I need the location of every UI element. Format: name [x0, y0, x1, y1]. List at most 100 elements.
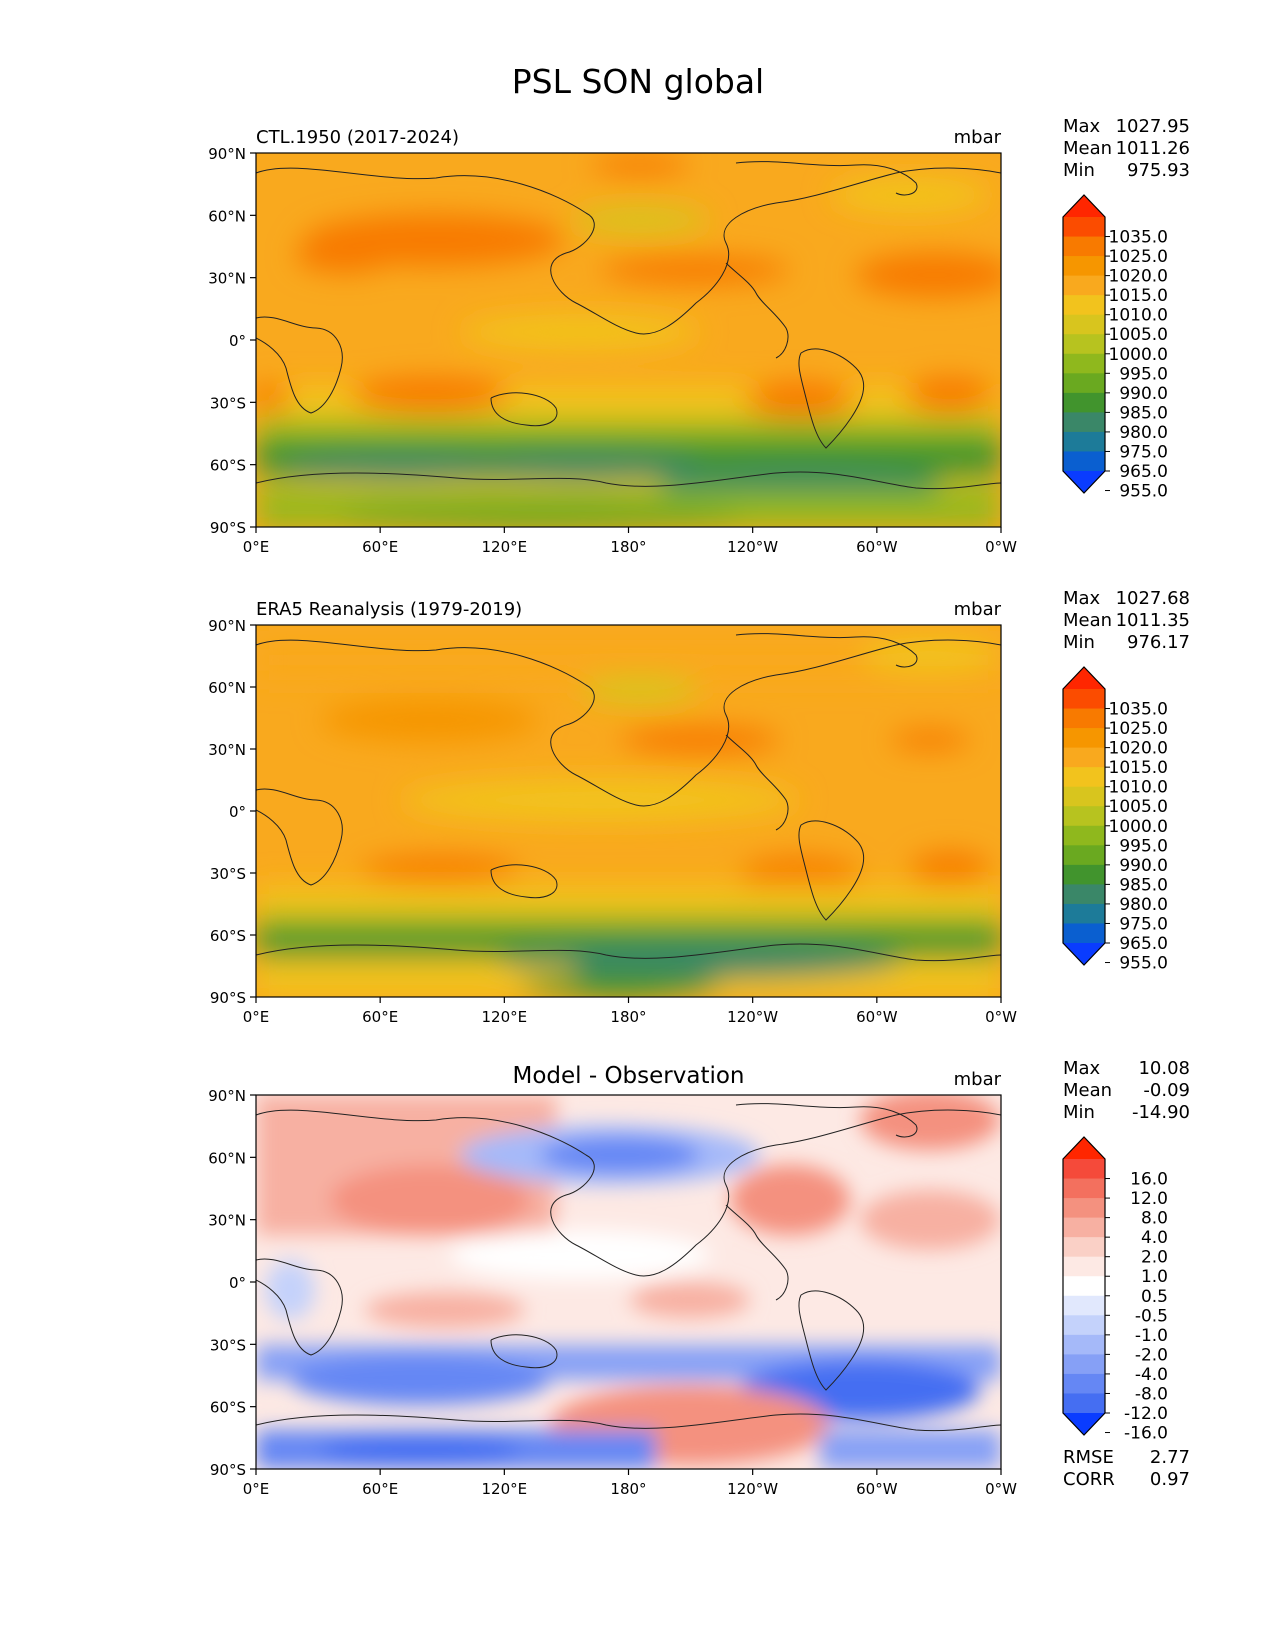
y-tick-label: 90°N: [208, 617, 246, 635]
colorbar-label: 4.0: [1141, 1228, 1168, 1248]
x-tick-label: 60°E: [362, 1008, 398, 1026]
stat-label: Mean: [1063, 138, 1112, 159]
x-tick-label: 60°W: [856, 1480, 898, 1498]
y-tick-label: 30°S: [210, 1336, 246, 1354]
stat-label: Max: [1063, 1058, 1101, 1079]
colorbar-segment: [1063, 1159, 1105, 1180]
colorbar-label: 980.0: [1119, 895, 1168, 915]
extra-stat-label: CORR: [1063, 1469, 1115, 1490]
colorbar-label: -1.0: [1135, 1326, 1168, 1346]
colorbar-label: 1.0: [1141, 1267, 1168, 1287]
colorbar-segment: [1063, 903, 1105, 924]
colorbar-segment: [1063, 1373, 1105, 1394]
colorbar-segment: [1063, 334, 1105, 355]
y-tick-label: 90°S: [210, 519, 246, 537]
y-tick-label: 30°N: [208, 1212, 246, 1230]
colorbar-segment: [1063, 353, 1105, 374]
panel-units: mbar: [954, 1069, 1002, 1090]
x-tick-label: 0°E: [243, 1480, 270, 1498]
y-tick-label: 60°S: [210, 457, 246, 475]
colorbar-segment: [1063, 923, 1105, 944]
colorbar-label: 1005.0: [1109, 797, 1168, 817]
colorbar-label: 995.0: [1119, 364, 1168, 384]
colorbar-label: 975.0: [1119, 442, 1168, 462]
colorbar-label: 1025.0: [1109, 719, 1168, 739]
colorbar-segment: [1063, 412, 1105, 433]
stat-value: 1027.95: [1116, 116, 1190, 137]
extra-stat-value: 0.97: [1150, 1469, 1190, 1490]
colorbar-segment: [1063, 314, 1105, 335]
colorbar-segment: [1063, 431, 1105, 452]
stat-value: 975.93: [1127, 160, 1190, 181]
y-tick-label: 60°S: [210, 927, 246, 945]
colorbar-segment: [1063, 1237, 1105, 1258]
colorbar-arrow-top: [1063, 667, 1105, 689]
colorbar-label: 1025.0: [1109, 247, 1168, 267]
x-tick-label: 0°W: [985, 1008, 1017, 1026]
colorbar-label: 1000.0: [1109, 817, 1168, 837]
colorbar-label: 1010.0: [1109, 306, 1168, 326]
colorbar-segment: [1063, 1315, 1105, 1336]
colorbar-label: -16.0: [1124, 1424, 1168, 1444]
x-tick-label: 120°E: [482, 1480, 528, 1498]
stat-value: -14.90: [1132, 1102, 1190, 1123]
map-panel-ctl: [255, 152, 1002, 528]
y-tick-label: 30°S: [210, 865, 246, 883]
colorbar-label: 985.0: [1119, 875, 1168, 895]
colorbar-label: 2.0: [1141, 1248, 1168, 1268]
y-tick-label: 60°N: [208, 207, 246, 225]
colorbar-segment: [1063, 236, 1105, 257]
x-tick-label: 0°E: [243, 538, 270, 556]
y-tick-label: 30°S: [210, 394, 246, 412]
x-tick-label: 0°W: [985, 538, 1017, 556]
colorbar-label: 1000.0: [1109, 345, 1168, 365]
stat-label: Min: [1063, 1102, 1095, 1123]
colorbar-segment: [1063, 1256, 1105, 1277]
x-tick-label: 120°E: [482, 538, 528, 556]
colorbar-label: 990.0: [1119, 856, 1168, 876]
stat-label: Mean: [1063, 1080, 1112, 1101]
stat-value: 1027.68: [1116, 588, 1190, 609]
colorbar-segment: [1063, 884, 1105, 905]
stat-label: Min: [1063, 160, 1095, 181]
colorbar-segment: [1063, 1276, 1105, 1297]
colorbar-segment: [1063, 825, 1105, 846]
figure-title: PSL SON global: [512, 62, 764, 101]
y-tick-label: 0°: [229, 803, 246, 821]
colorbar-arrow-top: [1063, 195, 1105, 217]
colorbar-label: -8.0: [1135, 1384, 1168, 1404]
y-tick-label: 0°: [229, 332, 246, 350]
colorbar-label: 1020.0: [1109, 739, 1168, 759]
colorbar-segment: [1063, 767, 1105, 788]
colorbar-segment: [1063, 451, 1105, 472]
x-tick-label: 120°E: [482, 1008, 528, 1026]
colorbar-arrow-top: [1063, 1137, 1105, 1159]
colorbar-label: 1035.0: [1109, 228, 1168, 248]
map-panel-difference: [255, 1094, 1002, 1470]
x-tick-label: 60°W: [856, 1008, 898, 1026]
colorbar-label: 955.0: [1119, 954, 1168, 974]
x-tick-label: 0°W: [985, 1480, 1017, 1498]
stat-value: 976.17: [1127, 632, 1190, 653]
colorbar-label: 995.0: [1119, 836, 1168, 856]
colorbar-label: 1020.0: [1109, 267, 1168, 287]
y-tick-label: 30°N: [208, 270, 246, 288]
colorbar-label: 16.0: [1130, 1170, 1168, 1190]
stat-label: Max: [1063, 588, 1101, 609]
colorbar-segment: [1063, 845, 1105, 866]
stat-label: Min: [1063, 632, 1095, 653]
colorbar-label: -0.5: [1135, 1306, 1168, 1326]
colorbar-label: 1005.0: [1109, 325, 1168, 345]
y-tick-label: 60°N: [208, 679, 246, 697]
extra-stat-label: RMSE: [1063, 1447, 1114, 1468]
panel-center-title: Model - Observation: [512, 1063, 744, 1089]
x-tick-label: 120°W: [727, 538, 778, 556]
colorbar-segment: [1063, 1295, 1105, 1316]
colorbar-label: 975.0: [1119, 914, 1168, 934]
x-tick-label: 180°: [610, 1008, 646, 1026]
y-tick-label: 60°N: [208, 1149, 246, 1167]
colorbar-segment: [1063, 373, 1105, 394]
colorbar-arrow-bottom: [1063, 943, 1105, 965]
y-tick-label: 0°: [229, 1274, 246, 1292]
